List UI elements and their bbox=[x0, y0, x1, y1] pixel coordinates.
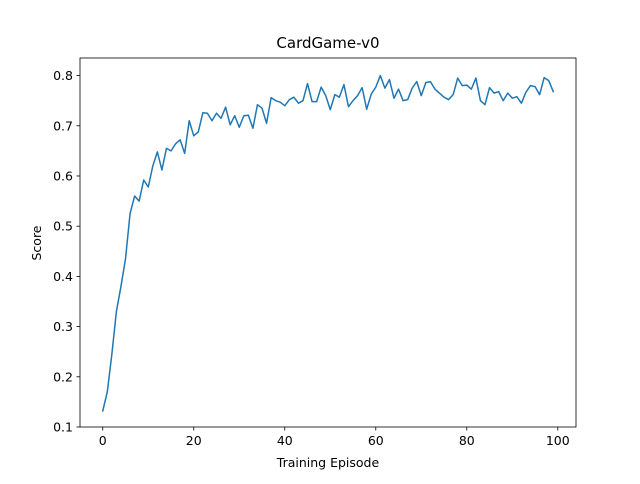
x-tick-label: 20 bbox=[186, 433, 202, 448]
chart-title: CardGame-v0 bbox=[276, 34, 379, 52]
x-tick-label: 60 bbox=[368, 433, 384, 448]
x-tick-label: 0 bbox=[99, 433, 107, 448]
y-tick-label: 0.1 bbox=[53, 420, 73, 435]
y-axis-label: Score bbox=[29, 225, 44, 260]
x-axis-ticks: 0 20 40 60 80 100 bbox=[99, 427, 570, 448]
y-axis-ticks: 0.1 0.2 0.3 0.4 0.5 0.6 0.7 0.8 bbox=[53, 68, 80, 435]
x-tick-label: 100 bbox=[546, 433, 570, 448]
y-tick-label: 0.2 bbox=[53, 369, 73, 384]
y-tick-label: 0.6 bbox=[53, 168, 73, 183]
axes-frame bbox=[79, 57, 577, 428]
plot-area bbox=[79, 57, 577, 428]
x-tick-label: 80 bbox=[459, 433, 475, 448]
y-tick-label: 0.7 bbox=[53, 118, 73, 133]
y-tick-label: 0.5 bbox=[53, 219, 73, 234]
series-line-0 bbox=[101, 74, 555, 412]
y-tick-label: 0.3 bbox=[53, 319, 73, 334]
y-tick-label: 0.4 bbox=[53, 269, 73, 284]
y-tick-label: 0.8 bbox=[53, 68, 73, 83]
x-tick-label: 40 bbox=[277, 433, 293, 448]
x-axis-label: Training Episode bbox=[276, 455, 380, 470]
